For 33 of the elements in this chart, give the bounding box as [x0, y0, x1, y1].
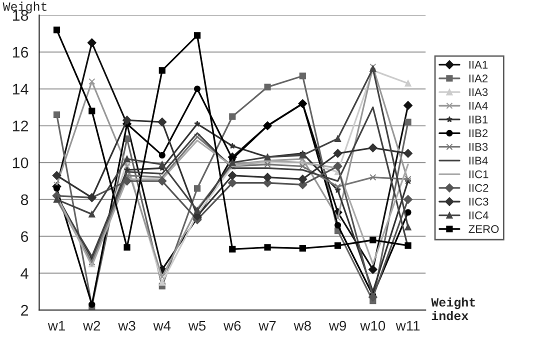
- x-tick-label: w5: [188, 320, 206, 331]
- y-tick-label: 6: [21, 231, 28, 242]
- legend-label: IIC4: [469, 211, 488, 220]
- y-tick-label: 12: [12, 120, 28, 132]
- x-tick-label: w7: [258, 320, 276, 331]
- y-tick-label: 16: [12, 46, 28, 58]
- legend-label: IIA1: [469, 60, 488, 69]
- legend-label: IIB2: [469, 129, 488, 138]
- legend-label: IIB4: [469, 156, 488, 164]
- x-tick-label: w2: [82, 320, 100, 331]
- legend-label: IIB1: [469, 116, 488, 124]
- legend-label: IIC3: [469, 198, 488, 206]
- legend-label: IIC1: [469, 170, 488, 178]
- x-tick-label: w1: [48, 320, 65, 331]
- x-tick-label: w9: [328, 320, 346, 331]
- x-tick-label: w10: [360, 320, 386, 331]
- legend-label: IIA3: [469, 88, 488, 96]
- x-tick-label: w3: [118, 320, 136, 331]
- x-tick-label: w4: [153, 320, 171, 331]
- legend-label: ZERO: [468, 225, 499, 233]
- legend-label: IIA4: [469, 102, 488, 110]
- y-tick-label: 14: [12, 84, 28, 94]
- x-tick-label: w11: [396, 320, 420, 331]
- x-tick-label: w6: [224, 320, 241, 331]
- y-tick-label: 10: [12, 157, 28, 168]
- x-tick-label: w8: [294, 320, 311, 331]
- legend-label: IIC2: [469, 184, 488, 192]
- y-tick-label: 4: [20, 268, 28, 279]
- legend-label: IIB3: [469, 142, 488, 151]
- y-tick-label: 2: [21, 304, 28, 316]
- legend-label: IIA2: [469, 74, 488, 82]
- x-axis-title: Weight index: [431, 297, 475, 320]
- y-tick-label: 8: [20, 194, 28, 206]
